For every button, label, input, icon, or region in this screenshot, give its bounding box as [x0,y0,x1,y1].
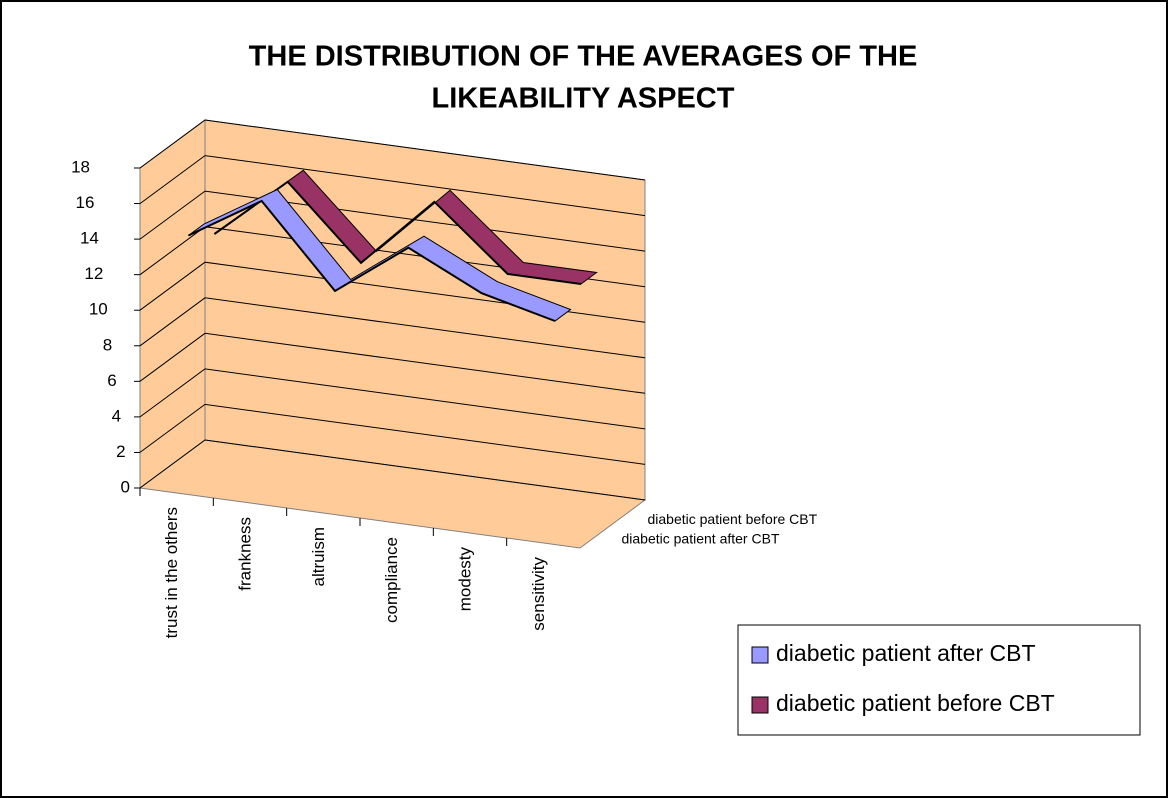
series-line [187,199,556,322]
grid-line [139,119,646,181]
y-tick-label: 16 [76,193,95,212]
grid-line [139,368,646,430]
y-tick-label: 18 [71,157,90,176]
x-tick-label: modesty [455,547,474,612]
y-tick-label: 12 [84,264,103,283]
legend-label: diabetic patient after CBT [776,640,1036,666]
x-tick-label: altruism [309,527,328,587]
legend-label: diabetic patient before CBT [776,690,1055,716]
y-tick-label: 2 [116,442,125,461]
back-wall [204,119,646,501]
y-tick-label: 10 [89,300,108,319]
grid-line [139,155,646,217]
legend-box [737,624,1141,736]
depth-label: diabetic patient before CBT [648,511,818,527]
grid-line [139,332,646,394]
x-tick-label: sensitivity [529,557,548,631]
chart-title: LIKEABILITY ASPECT [432,83,735,115]
y-tick-label: 14 [80,229,99,248]
grid-line [139,261,646,323]
grid-line [139,403,646,465]
grid-line [139,439,646,501]
x-tick-label: trust in the others [162,507,181,638]
y-tick-label: 6 [107,371,116,390]
y-tick-label: 4 [112,406,121,425]
legend-swatch [751,696,769,714]
legend-swatch [751,646,769,664]
side-wall [139,119,206,489]
grid-line [139,297,646,359]
y-tick-label: 0 [121,477,130,496]
x-tick-label: frankness [235,517,254,591]
y-tick-label: 8 [103,335,112,354]
chart-title: THE DISTRIBUTION OF THE AVERAGES OF THE [249,41,918,73]
grid-line [139,190,646,252]
depth-label: diabetic patient after CBT [622,530,780,546]
x-tick-label: compliance [382,537,401,623]
